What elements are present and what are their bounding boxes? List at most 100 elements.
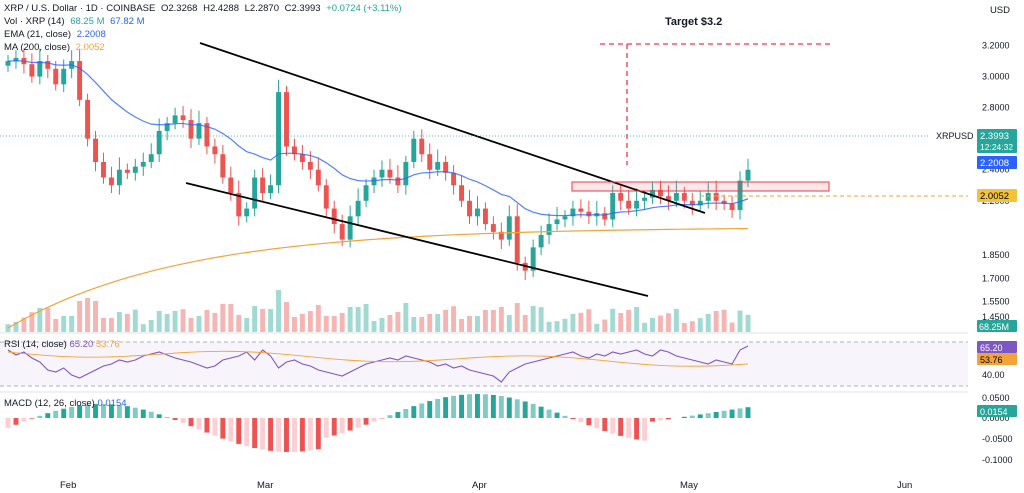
price-axis-tick: 2.8000 (982, 103, 1010, 113)
macd-histogram-bar (546, 409, 552, 418)
macd-histogram-bar (594, 418, 600, 429)
badge-rsi-bg (977, 341, 1017, 353)
volume-bar (268, 309, 274, 332)
macd-histogram-bar (459, 394, 465, 418)
candle (546, 224, 552, 235)
ema21-legend[interactable]: EMA (21, close) 2.2008 (4, 29, 109, 41)
volume-bar (124, 313, 130, 332)
candle (45, 61, 51, 69)
macd-histogram-bar (602, 418, 608, 432)
candle (347, 216, 353, 240)
macd-histogram-bar (514, 399, 520, 418)
candle (339, 224, 345, 240)
symbol-header: XRP / U.S. Dollar · 1D · COINBASE O2.326… (4, 3, 405, 15)
volume-bar (252, 306, 258, 332)
volume-bar (13, 321, 19, 332)
volume-bar (395, 312, 401, 332)
volume-value-b: 67.82 M (110, 16, 145, 27)
candle (93, 138, 98, 162)
candle (530, 247, 536, 271)
candle (299, 154, 305, 162)
candle (482, 208, 488, 225)
candle (323, 185, 329, 209)
time-axis-tick: Jun (897, 480, 912, 491)
volume-bar (705, 314, 711, 332)
volume-bar (228, 304, 234, 332)
macd-histogram-bar (21, 418, 27, 422)
volume-bar (570, 314, 576, 332)
candle (180, 115, 186, 121)
badge-rsi-ma-bg (977, 353, 1017, 365)
volume-bar (5, 324, 11, 332)
candle (467, 200, 472, 217)
candle (729, 203, 735, 211)
volume-bar (331, 316, 337, 332)
ema200-legend[interactable]: MA (200, close) 2.0052 (4, 42, 108, 54)
candle (578, 208, 584, 212)
volume-bar (530, 306, 536, 332)
macd-legend[interactable]: MACD (12, 26, close) 0.0154 (4, 398, 127, 409)
ema21-value: 2.2008 (76, 29, 106, 40)
macd-histogram-bar (276, 418, 282, 452)
candle (474, 208, 480, 217)
macd-histogram-bar (562, 415, 568, 418)
candle (419, 138, 425, 155)
volume-bar (427, 314, 433, 332)
volume-legend[interactable]: Vol · XRP (14) 68.25 M 67.82 M (4, 16, 147, 28)
macd-histogram-bar (307, 418, 313, 451)
macd-histogram-bar (291, 418, 297, 452)
candle (514, 216, 520, 263)
macd-histogram-bar (363, 418, 369, 425)
volume-bar (498, 307, 504, 332)
volume-bar (101, 318, 106, 332)
candle (451, 172, 457, 186)
candle (658, 189, 663, 197)
volume-bar (602, 319, 608, 332)
volume-bar (37, 308, 43, 332)
volume-bar (490, 310, 496, 332)
symbol-title: XRP / U.S. Dollar · 1D · COINBASE (4, 3, 156, 14)
macd-histogram-bar (626, 418, 632, 438)
candle (156, 130, 162, 155)
macd-histogram-bar (164, 417, 170, 418)
macd-histogram-bar (268, 418, 274, 451)
macd-histogram-bar (244, 418, 250, 447)
candle (236, 193, 242, 217)
badge-ema21: 2.2008 (980, 158, 1009, 169)
candle (220, 154, 226, 178)
macd-histogram-bar (180, 418, 186, 424)
volume-bar (172, 311, 178, 332)
macd-histogram-bar (299, 418, 305, 452)
badge-volume-bg (977, 320, 1017, 332)
price-axis-tick: 2.4000 (982, 165, 1010, 175)
candle (387, 169, 393, 178)
candle (77, 61, 83, 100)
candle (403, 161, 409, 186)
rsi-legend[interactable]: RSI (14, close) 65.20 53.76 (4, 339, 120, 350)
candle (132, 166, 138, 173)
macd-histogram-bar (204, 418, 210, 433)
volume-bar (387, 315, 393, 332)
macd-histogram-bar (395, 412, 401, 418)
volume-bar (188, 317, 194, 332)
candle (379, 169, 385, 178)
volume-bar (291, 317, 297, 332)
macd-histogram-bar (355, 418, 361, 428)
volume-bar (180, 309, 186, 332)
volume-bar (482, 310, 488, 332)
time-axis-tick: Feb (60, 480, 76, 491)
ohlc-high: H2.4288 (203, 3, 239, 14)
candle (244, 208, 250, 217)
price-axis-tick: 3.2000 (982, 41, 1010, 51)
ema21-line (7, 60, 749, 217)
volume-bar (586, 309, 592, 332)
macd-histogram-bar (371, 418, 377, 422)
price-axis-tick: 1.8500 (982, 250, 1010, 260)
candle (610, 193, 616, 220)
candle (315, 169, 321, 186)
candle (498, 231, 504, 240)
badge-volume: 68.25M (979, 322, 1009, 332)
volume-bar (93, 301, 98, 332)
badge-rsi: 65.20 (980, 343, 1003, 353)
